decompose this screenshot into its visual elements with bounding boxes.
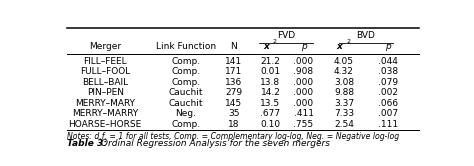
Text: 4.32: 4.32 <box>334 67 354 76</box>
Text: Table 3:: Table 3: <box>66 139 107 148</box>
Text: Cauchit: Cauchit <box>169 88 203 97</box>
Text: FILL–FEEL: FILL–FEEL <box>83 57 127 66</box>
Text: 171: 171 <box>225 67 242 76</box>
Text: MERRY–MARRY: MERRY–MARRY <box>72 109 138 118</box>
Text: 35: 35 <box>228 109 239 118</box>
Text: Comp.: Comp. <box>172 78 201 87</box>
Text: 21.2: 21.2 <box>261 57 281 66</box>
Text: .066: .066 <box>378 99 398 108</box>
Text: 4.05: 4.05 <box>334 57 354 66</box>
Text: .677: .677 <box>260 109 281 118</box>
Text: .044: .044 <box>378 57 398 66</box>
Text: .908: .908 <box>293 67 314 76</box>
Text: .111: .111 <box>378 120 398 129</box>
Text: .411: .411 <box>293 109 313 118</box>
Text: .000: .000 <box>293 99 314 108</box>
Text: BELL–BAIL: BELL–BAIL <box>82 78 128 87</box>
Text: 2: 2 <box>273 39 277 44</box>
Text: .007: .007 <box>378 109 398 118</box>
Text: N: N <box>230 42 237 51</box>
Text: p: p <box>301 42 306 51</box>
Text: 3.08: 3.08 <box>334 78 354 87</box>
Text: PIN–PEN: PIN–PEN <box>87 88 124 97</box>
Text: 0.10: 0.10 <box>260 120 281 129</box>
Text: .000: .000 <box>293 57 314 66</box>
Text: FULL–FOOL: FULL–FOOL <box>80 67 130 76</box>
Text: MERRY–MARY: MERRY–MARY <box>75 99 135 108</box>
Text: .002: .002 <box>378 88 398 97</box>
Text: 141: 141 <box>225 57 242 66</box>
Text: x: x <box>263 42 269 51</box>
Text: Comp.: Comp. <box>172 67 201 76</box>
Text: 13.5: 13.5 <box>260 99 281 108</box>
Text: x: x <box>337 42 342 51</box>
Text: 3.37: 3.37 <box>334 99 354 108</box>
Text: Comp.: Comp. <box>172 120 201 129</box>
Text: HOARSE–HORSE: HOARSE–HORSE <box>69 120 142 129</box>
Text: 145: 145 <box>225 99 242 108</box>
Text: Notes: d.f. = 1 for all tests, Comp. = Complementary log-log, Neg. = Negative lo: Notes: d.f. = 1 for all tests, Comp. = C… <box>66 132 399 141</box>
Text: .079: .079 <box>378 78 398 87</box>
Text: p: p <box>385 42 391 51</box>
Text: .755: .755 <box>293 120 314 129</box>
Text: 279: 279 <box>225 88 242 97</box>
Text: .000: .000 <box>293 78 314 87</box>
Text: Comp.: Comp. <box>172 57 201 66</box>
Text: 18: 18 <box>228 120 239 129</box>
Text: 0.01: 0.01 <box>260 67 281 76</box>
Text: BVD: BVD <box>356 31 375 40</box>
Text: Neg.: Neg. <box>175 109 197 118</box>
Text: 2: 2 <box>346 39 350 44</box>
Text: .000: .000 <box>293 88 314 97</box>
Text: Ordinal Regression Analysis for the seven mergers: Ordinal Regression Analysis for the seve… <box>98 139 330 148</box>
Text: 9.88: 9.88 <box>334 88 354 97</box>
Text: 136: 136 <box>225 78 242 87</box>
Text: .038: .038 <box>378 67 398 76</box>
Text: Cauchit: Cauchit <box>169 99 203 108</box>
Text: Merger: Merger <box>89 42 121 51</box>
Text: 13.8: 13.8 <box>260 78 281 87</box>
Text: 14.2: 14.2 <box>261 88 281 97</box>
Text: FVD: FVD <box>277 31 295 40</box>
Text: 2.54: 2.54 <box>334 120 354 129</box>
Text: 7.33: 7.33 <box>334 109 354 118</box>
Text: Link Function: Link Function <box>156 42 216 51</box>
